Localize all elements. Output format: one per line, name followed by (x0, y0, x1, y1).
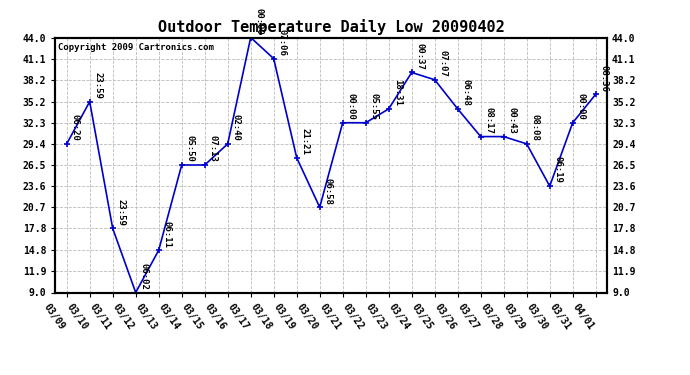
Text: 21:21: 21:21 (301, 128, 310, 155)
Text: 00:00: 00:00 (255, 8, 264, 35)
Text: 07:13: 07:13 (209, 135, 218, 162)
Title: Outdoor Temperature Daily Low 20090402: Outdoor Temperature Daily Low 20090402 (158, 19, 504, 35)
Text: 07:06: 07:06 (278, 29, 287, 56)
Text: 06:19: 06:19 (554, 156, 563, 183)
Text: 02:40: 02:40 (232, 114, 241, 141)
Text: 07:07: 07:07 (439, 50, 448, 77)
Text: Copyright 2009 Cartronics.com: Copyright 2009 Cartronics.com (58, 43, 214, 52)
Text: 08:36: 08:36 (600, 64, 609, 92)
Text: 08:17: 08:17 (485, 107, 494, 134)
Text: 05:50: 05:50 (186, 135, 195, 162)
Text: 18:31: 18:31 (393, 79, 402, 106)
Text: 00:00: 00:00 (347, 93, 356, 120)
Text: 06:48: 06:48 (462, 79, 471, 106)
Text: 06:58: 06:58 (324, 178, 333, 204)
Text: 05:55: 05:55 (370, 93, 379, 120)
Text: 06:20: 06:20 (71, 114, 80, 141)
Text: 23:59: 23:59 (117, 199, 126, 226)
Text: 06:02: 06:02 (140, 263, 149, 290)
Text: 00:43: 00:43 (508, 107, 517, 134)
Text: 23:59: 23:59 (94, 72, 103, 99)
Text: 00:00: 00:00 (577, 93, 586, 120)
Text: 00:37: 00:37 (416, 43, 425, 70)
Text: 06:11: 06:11 (163, 220, 172, 248)
Text: 08:08: 08:08 (531, 114, 540, 141)
